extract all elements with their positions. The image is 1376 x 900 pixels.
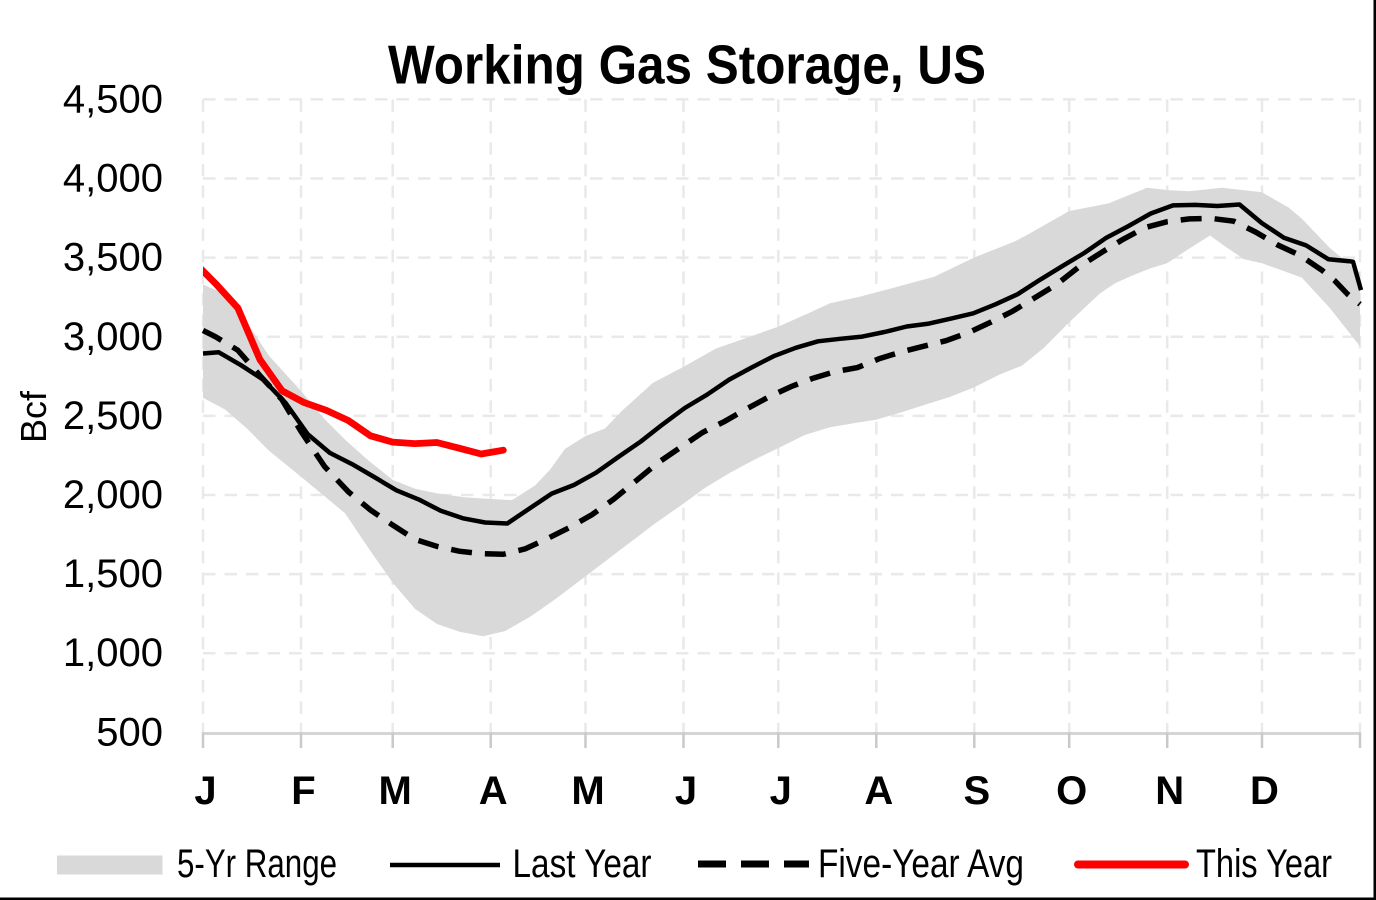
svg-text:This Year: This Year — [1196, 842, 1332, 886]
svg-text:3,500: 3,500 — [63, 236, 163, 280]
svg-text:F: F — [291, 769, 315, 813]
svg-text:O: O — [1056, 769, 1087, 813]
svg-text:500: 500 — [96, 710, 163, 754]
svg-text:1,500: 1,500 — [63, 552, 163, 596]
svg-text:A: A — [479, 769, 508, 813]
svg-text:D: D — [1250, 769, 1279, 813]
svg-text:Last Year: Last Year — [513, 842, 652, 886]
svg-text:J: J — [770, 769, 792, 813]
svg-text:S: S — [963, 769, 990, 813]
svg-text:4,500: 4,500 — [63, 77, 163, 121]
svg-text:1,000: 1,000 — [63, 631, 163, 675]
svg-text:Working Gas Storage, US: Working Gas Storage, US — [388, 34, 986, 96]
svg-text:M: M — [571, 769, 604, 813]
svg-text:3,000: 3,000 — [63, 315, 163, 359]
svg-text:N: N — [1155, 769, 1184, 813]
svg-text:Bcf: Bcf — [13, 390, 54, 443]
svg-text:2,500: 2,500 — [63, 394, 163, 438]
svg-text:M: M — [379, 769, 412, 813]
svg-text:5-Yr Range: 5-Yr Range — [177, 842, 337, 886]
svg-text:4,000: 4,000 — [63, 157, 163, 201]
svg-text:2,000: 2,000 — [63, 473, 163, 517]
svg-text:Five-Year Avg: Five-Year Avg — [818, 842, 1024, 886]
svg-text:J: J — [194, 769, 216, 813]
svg-text:A: A — [864, 769, 893, 813]
svg-text:J: J — [675, 769, 697, 813]
